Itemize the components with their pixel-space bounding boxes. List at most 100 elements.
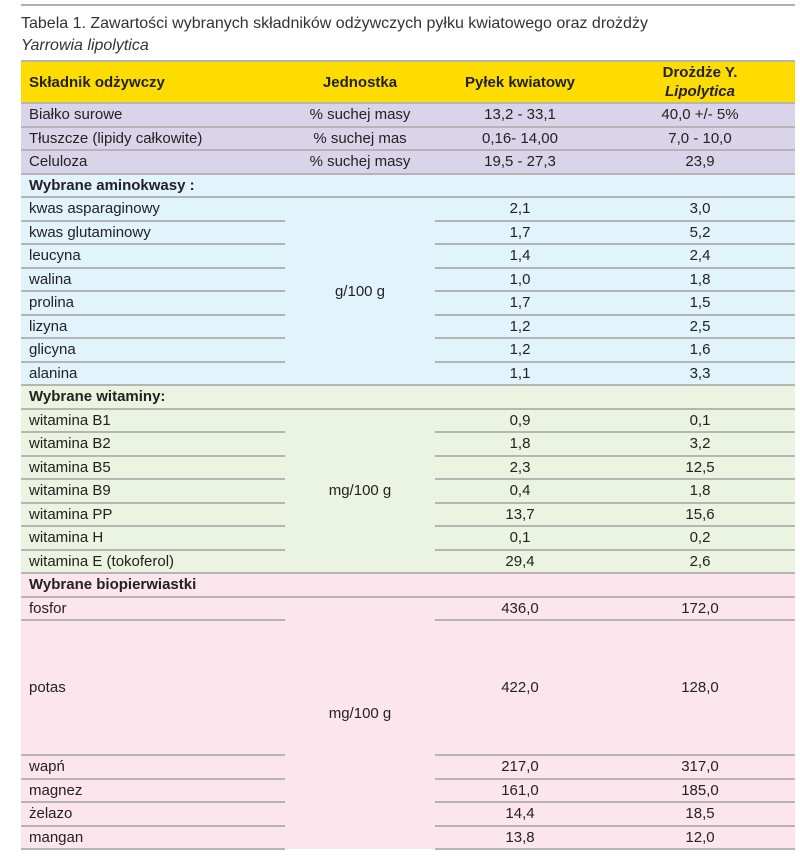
- pollen-value: 0,4: [435, 478, 605, 504]
- pollen-value: 2,1: [435, 196, 605, 222]
- pollen-value: 13,8: [435, 824, 605, 850]
- component-name: kwas asparaginowy: [21, 196, 285, 222]
- yeast-value: 3,3: [605, 360, 795, 386]
- header-pollen: Pyłek kwiatowy: [435, 60, 605, 104]
- component-name: glicyna: [21, 337, 285, 363]
- component-name: witamina B1: [21, 407, 285, 433]
- component-name: Celuloza: [21, 149, 285, 175]
- table-row: magnez 161,0 185,0: [21, 777, 795, 803]
- pollen-value: 0,9: [435, 407, 605, 433]
- table-row: fosfor mg/100 g 436,0 172,0: [21, 595, 795, 849]
- group-unit: mg/100 g: [285, 596, 435, 849]
- yeast-value: 1,6: [605, 337, 795, 363]
- pollen-value: 1,1: [435, 360, 605, 386]
- yeast-value: 172,0: [605, 595, 795, 621]
- yeast-value: 2,6: [605, 548, 795, 574]
- yeast-value: 40,0 +/- 5%: [605, 102, 795, 128]
- top-rule: [21, 4, 795, 6]
- table-row: kwas glutaminowy 1,7 5,2: [21, 219, 795, 245]
- pollen-value: 1,0: [435, 266, 605, 292]
- component-name: Białko surowe: [21, 102, 285, 128]
- yeast-value: 3,0: [605, 196, 795, 222]
- pollen-value: 161,0: [435, 777, 605, 803]
- pollen-value: 0,1: [435, 525, 605, 551]
- pollen-value: 29,4: [435, 548, 605, 574]
- yeast-value: 0,2: [605, 525, 795, 551]
- table-row: Celuloza% suchej masy 19,5 - 27,3 23,9: [21, 149, 795, 175]
- component-name: witamina B5: [21, 454, 285, 480]
- table-caption: Tabela 1. Zawartości wybranych składnikó…: [21, 15, 648, 54]
- table-row: leucyna 1,4 2,4: [21, 243, 795, 269]
- pollen-value: 13,2 - 33,1: [435, 102, 605, 128]
- table-row: glicyna 1,2 1,6: [21, 337, 795, 363]
- pollen-value: 19,5 - 27,3: [435, 149, 605, 175]
- pollen-value: 1,2: [435, 313, 605, 339]
- pollen-value: 217,0: [435, 754, 605, 780]
- table-row: witamina E (tokoferol) 29,4 2,6: [21, 548, 795, 574]
- nutrient-table: Składnik odżywczy Jednostka Pyłek kwiato…: [21, 60, 795, 850]
- yeast-value: 1,8: [605, 266, 795, 292]
- component-name: witamina B2: [21, 431, 285, 457]
- table-row: witamina B1 mg/100 g 0,9 0,1: [21, 407, 795, 573]
- group-unit: g/100 g: [285, 197, 435, 385]
- header-row: Składnik odżywczy Jednostka Pyłek kwiato…: [21, 60, 795, 104]
- group-heading: Wybrane biopierwiastki: [21, 572, 795, 598]
- component-name: witamina E (tokoferol): [21, 548, 285, 574]
- header-unit: Jednostka: [285, 60, 435, 104]
- component-name: alanina: [21, 360, 285, 386]
- component-name: mangan: [21, 824, 285, 850]
- unit: % suchej mas: [285, 125, 435, 151]
- table-row: wapń 217,0 317,0: [21, 754, 795, 780]
- pollen-value: 1,4: [435, 243, 605, 269]
- group-heading: Wybrane witaminy:: [21, 384, 795, 410]
- table-row: lizyna 1,2 2,5: [21, 313, 795, 339]
- component-name: witamina B9: [21, 478, 285, 504]
- table-row: prolina 1,7 1,5: [21, 290, 795, 316]
- group-heading-row: Wybrane witaminy:: [21, 384, 795, 410]
- yeast-value: 23,9: [605, 149, 795, 175]
- component-name: potas: [21, 619, 285, 756]
- yeast-value: 15,6: [605, 501, 795, 527]
- yeast-value: 1,5: [605, 290, 795, 316]
- table-row: witamina PP 13,7 15,6: [21, 501, 795, 527]
- yeast-value: 2,5: [605, 313, 795, 339]
- pollen-value: 2,3: [435, 454, 605, 480]
- yeast-value: 12,5: [605, 454, 795, 480]
- component-name: żelazo: [21, 801, 285, 827]
- pollen-value: 1,7: [435, 219, 605, 245]
- yeast-value: 12,0: [605, 824, 795, 850]
- table-row: walina 1,0 1,8: [21, 266, 795, 292]
- group-heading: Wybrane aminokwasy :: [21, 172, 795, 198]
- yeast-value: 18,5: [605, 801, 795, 827]
- yeast-value: 317,0: [605, 754, 795, 780]
- component-name: wapń: [21, 754, 285, 780]
- component-name: leucyna: [21, 243, 285, 269]
- table-row: potas 422,0 128,0: [21, 619, 795, 756]
- component-name: lizyna: [21, 313, 285, 339]
- table-row: Białko surowe% suchej masy 13,2 - 33,1 40,…: [21, 102, 795, 128]
- table-row: kwas asparaginowy g/100 g 2,1 3,0: [21, 196, 795, 385]
- group-heading-row: Wybrane biopierwiastki: [21, 572, 795, 598]
- pollen-value: 1,7: [435, 290, 605, 316]
- yeast-value: 7,0 - 10,0: [605, 125, 795, 151]
- unit: % suchej masy: [285, 102, 435, 128]
- group-unit: mg/100 g: [285, 408, 435, 573]
- component-name: witamina H: [21, 525, 285, 551]
- yeast-value: 128,0: [605, 619, 795, 756]
- table-row: mangan 13,8 12,0: [21, 824, 795, 850]
- header-yeast: Drożdże Y. Lipolytica: [605, 60, 795, 104]
- pollen-value: 14,4: [435, 801, 605, 827]
- pollen-value: 1,2: [435, 337, 605, 363]
- component-name: kwas glutaminowy: [21, 219, 285, 245]
- table-row: Tłuszcze (lipidy całkowite)% suchej mas 0…: [21, 125, 795, 151]
- component-name: fosfor: [21, 595, 285, 621]
- component-name: magnez: [21, 777, 285, 803]
- pollen-value: 436,0: [435, 595, 605, 621]
- yeast-value: 3,2: [605, 431, 795, 457]
- table-row: witamina H 0,1 0,2: [21, 525, 795, 551]
- yeast-value: 2,4: [605, 243, 795, 269]
- group-heading-row: Wybrane aminokwasy :: [21, 172, 795, 198]
- component-name: prolina: [21, 290, 285, 316]
- table-row: witamina B5 2,3 12,5: [21, 454, 795, 480]
- table-row: żelazo 14,4 18,5: [21, 801, 795, 827]
